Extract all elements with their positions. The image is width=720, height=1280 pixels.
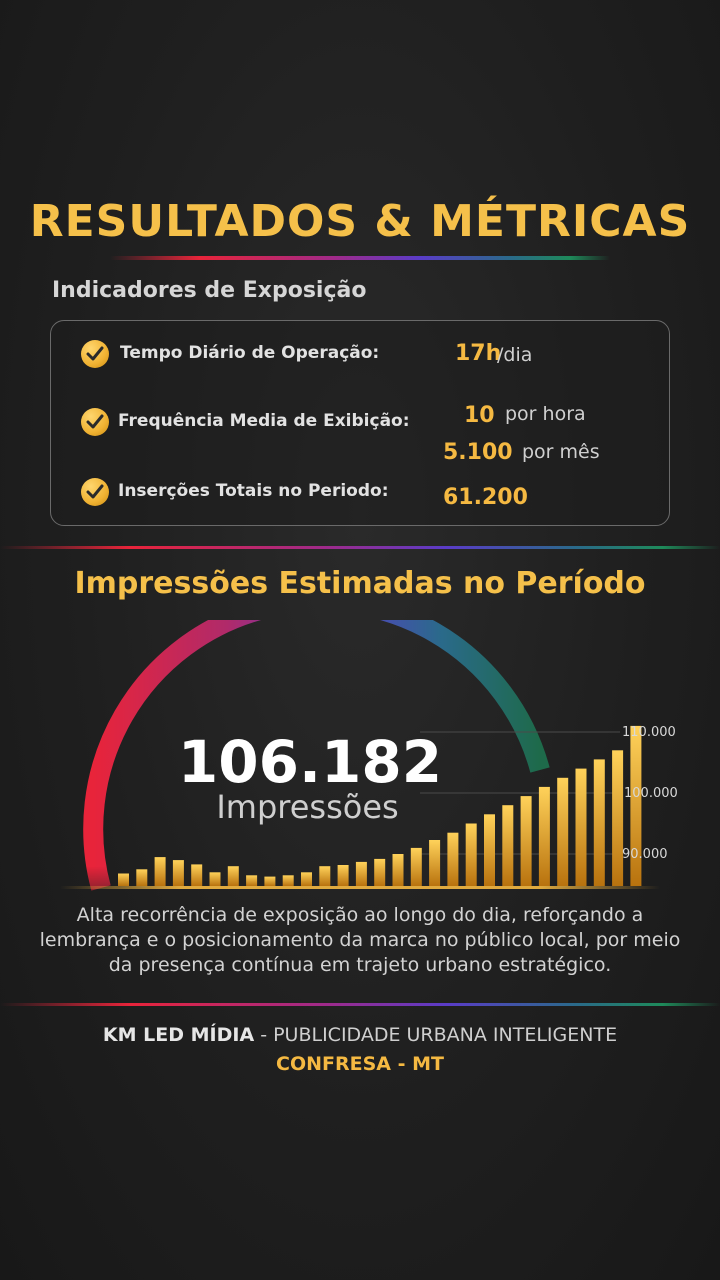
gauge-arc bbox=[83, 620, 550, 891]
chart-bar bbox=[520, 796, 532, 886]
chart-bar bbox=[630, 725, 642, 886]
footer-divider bbox=[0, 1003, 720, 1006]
chart-bar bbox=[410, 847, 422, 886]
metric-label-total-insertions: Inserções Totais no Periodo: bbox=[118, 481, 389, 501]
chart-bar bbox=[465, 823, 477, 886]
footer-tagline: - PUBLICIDADE URBANA INTELIGENTE bbox=[254, 1024, 618, 1046]
chart-baseline bbox=[60, 886, 660, 889]
chart-bar bbox=[301, 872, 312, 886]
y-tick-label: 90.000 bbox=[622, 847, 668, 862]
footer-brand: KM LED MÍDIA bbox=[102, 1024, 255, 1046]
y-tick-label: 110.000 bbox=[622, 725, 676, 740]
metric-value-total-insertions: 61.200 bbox=[443, 485, 528, 510]
chart-bar bbox=[374, 858, 386, 886]
title-divider bbox=[110, 256, 610, 260]
chart-bar bbox=[502, 805, 514, 886]
metric-label-operation-time: Tempo Diário de Operação: bbox=[120, 343, 380, 363]
metric-value-frequency-hour: 10 bbox=[464, 403, 495, 428]
check-icon bbox=[81, 340, 109, 368]
chart-bar bbox=[538, 786, 550, 886]
impressions-label: Impressões bbox=[216, 788, 399, 826]
chart-bar bbox=[557, 777, 569, 887]
y-tick-label: 100.000 bbox=[624, 786, 678, 801]
chart-bar bbox=[118, 873, 129, 886]
impressions-section-title: Impressões Estimadas no Período bbox=[74, 566, 646, 601]
chart-bar bbox=[264, 876, 276, 886]
impressions-total: 106.182 bbox=[177, 728, 443, 796]
chart-bar bbox=[429, 840, 441, 886]
check-icon bbox=[81, 478, 109, 506]
chart-bar bbox=[484, 814, 495, 886]
chart-bar bbox=[593, 759, 605, 886]
chart-bar bbox=[227, 866, 239, 886]
footer-location: CONFRESA - MT bbox=[276, 1053, 444, 1075]
metrics-panel bbox=[50, 320, 670, 526]
footer-brand-line: KM LED MÍDIA - PUBLICIDADE URBANA INTELI… bbox=[0, 1024, 720, 1046]
chart-bar bbox=[172, 860, 184, 886]
metric-unit-frequency-month: por mês bbox=[522, 441, 600, 463]
description-text: Alta recorrência de exposição ao longo d… bbox=[39, 904, 681, 976]
chart-bar bbox=[246, 875, 258, 886]
metric-value-frequency-month: 5.100 bbox=[443, 440, 513, 465]
metric-value-operation-time: 17h bbox=[455, 341, 502, 366]
chart-bar bbox=[337, 865, 349, 886]
chart-bar bbox=[355, 861, 367, 886]
check-icon bbox=[81, 408, 109, 436]
chart-bar bbox=[447, 832, 459, 886]
section-subtitle: Indicadores de Exposição bbox=[52, 278, 367, 303]
chart-bar bbox=[319, 866, 331, 886]
impressions-chart: 110.000 100.000 90.000 bbox=[60, 620, 678, 891]
chart-bar bbox=[392, 854, 404, 886]
metric-unit-operation-time: /dia bbox=[497, 344, 533, 366]
chart-bar bbox=[209, 872, 221, 886]
metric-label-frequency: Frequência Media de Exibição: bbox=[118, 411, 410, 431]
chart-bar bbox=[612, 750, 624, 886]
chart-bar bbox=[154, 857, 166, 886]
chart-bar bbox=[136, 869, 148, 887]
metric-unit-frequency-hour: por hora bbox=[505, 403, 586, 425]
section-divider bbox=[0, 546, 720, 549]
chart-bar bbox=[575, 768, 587, 886]
page-title: RESULTADOS & MÉTRICAS bbox=[29, 196, 691, 247]
chart-bar bbox=[282, 875, 294, 886]
chart-bar bbox=[191, 864, 203, 886]
